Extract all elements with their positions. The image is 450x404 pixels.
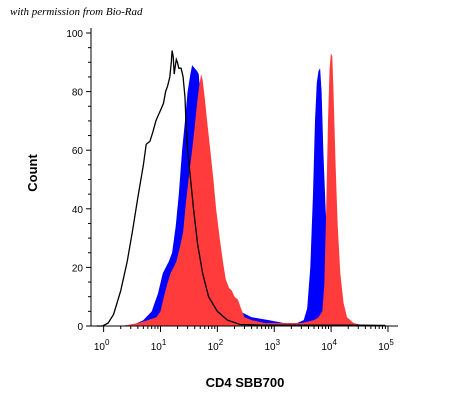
y-tick-label: 40 [72,205,84,216]
y-tick-label: 100 [66,29,83,40]
y-tick-label: 80 [72,88,84,99]
y-tick-label: 60 [72,146,84,157]
histogram-series-0 [96,50,386,327]
y-tick-label: 20 [72,263,84,274]
x-axis-title: CD4 SBB700 [206,375,285,390]
x-tick-label: 100 [94,338,110,353]
x-tick-label: 101 [151,338,167,353]
x-tick-label: 104 [321,338,337,353]
histogram-series-2 [120,53,386,326]
x-tick-label: 105 [378,338,394,353]
ticks-layer: 0 20 40 60 80 100 100 101 102 103 104 105 [66,29,394,353]
y-axis-title: Count [25,154,40,192]
x-tick-label: 102 [208,338,224,353]
series-layer [96,50,386,327]
y-tick-label: 0 [77,322,83,333]
x-tick-label: 103 [264,338,280,353]
axes-layer [90,28,398,327]
watermark-text: with permission from Bio-Rad [10,6,143,18]
